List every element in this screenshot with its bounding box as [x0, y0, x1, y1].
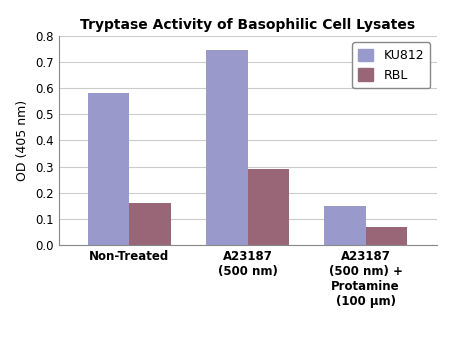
- Legend: KU812, RBL: KU812, RBL: [352, 42, 430, 88]
- Bar: [324, 206, 365, 245]
- Title: Tryptase Activity of Basophilic Cell Lysates: Tryptase Activity of Basophilic Cell Lys…: [80, 18, 415, 32]
- Bar: [206, 50, 248, 245]
- Bar: [365, 227, 407, 245]
- Bar: [88, 94, 130, 245]
- Y-axis label: OD (405 nm): OD (405 nm): [17, 100, 29, 181]
- Bar: [130, 203, 171, 245]
- Bar: [248, 169, 289, 245]
